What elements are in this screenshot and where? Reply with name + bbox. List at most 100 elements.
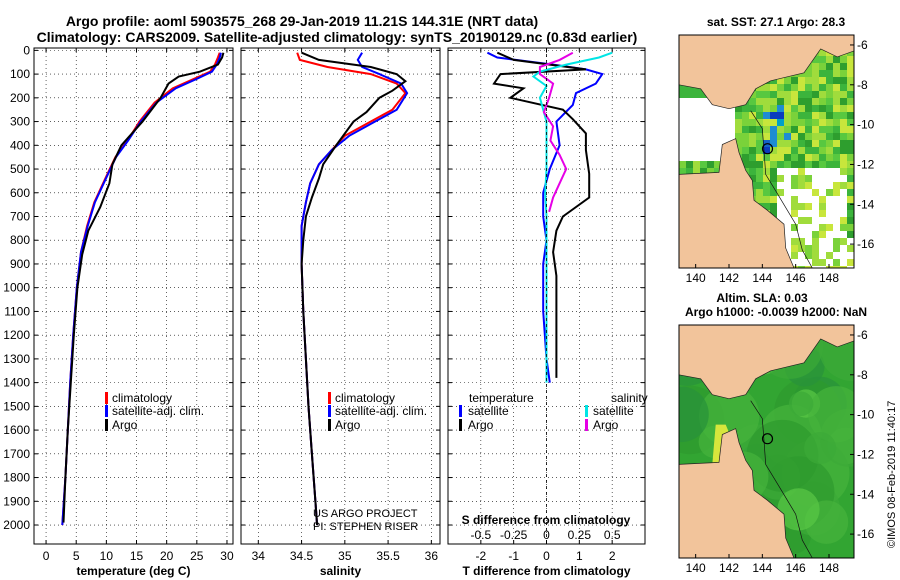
- sst-cell: [805, 70, 812, 77]
- series-salinity-argo: [538, 51, 574, 213]
- depth-tick-label: 1700: [3, 447, 30, 461]
- sst-cell: [847, 126, 854, 133]
- sst-cell: [791, 224, 798, 231]
- sst-cell: [819, 140, 826, 147]
- sst-cell: [770, 112, 777, 119]
- sst-cell: [784, 140, 791, 147]
- sst-cell: [819, 98, 826, 105]
- sst-cell: [812, 105, 819, 112]
- sst-cell: [833, 70, 840, 77]
- legend-t-argo-swatch: [459, 419, 462, 431]
- sst-cell: [840, 98, 847, 105]
- x-tick-label: 35: [338, 549, 352, 563]
- legend-sal-argo-swatch: [328, 419, 331, 431]
- sst-cell: [791, 140, 798, 147]
- legend-s-satellite-swatch: [585, 405, 588, 417]
- x-tick-label: -2: [475, 549, 486, 563]
- sst-cell: [791, 252, 798, 259]
- sst-cell: [840, 154, 847, 161]
- sst-cell: [763, 189, 770, 196]
- sst-cell: [840, 140, 847, 147]
- lat-tick-label: -14: [857, 197, 875, 211]
- depth-tick-label: 1300: [3, 352, 30, 366]
- legend-sal-argo-label: Argo: [335, 418, 361, 432]
- x-tick-label: 1: [576, 549, 583, 563]
- sst-cell: [847, 147, 854, 154]
- sst-cell: [819, 84, 826, 91]
- x-tick-label: 36: [425, 549, 439, 563]
- sst-cell: [805, 161, 812, 168]
- sst-cell: [805, 266, 812, 268]
- sst-cell: [777, 105, 784, 112]
- sst-cell: [805, 133, 812, 140]
- lat-tick-label: -8: [857, 78, 868, 92]
- s-difference-ticks: -0.5 -0.25 0 0.25 0.5: [470, 528, 620, 542]
- x-tick-label: 2: [609, 549, 616, 563]
- sst-cell: [700, 91, 707, 98]
- sst-cell: [847, 196, 854, 203]
- sst-cell: [777, 133, 784, 140]
- sst-cell: [826, 56, 833, 63]
- sst-cell: [735, 140, 742, 147]
- sst-cell: [798, 161, 805, 168]
- depth-tick-label: 2000: [3, 518, 30, 532]
- legend-argo-swatch: [105, 419, 108, 431]
- x-tick-label: 10: [100, 549, 114, 563]
- depth-tick-label: 1400: [3, 376, 30, 390]
- sst-cell: [833, 133, 840, 140]
- sst-cell: [749, 140, 756, 147]
- sst-cell: [756, 84, 763, 91]
- land-new-guinea: [679, 325, 854, 400]
- sst-cell: [770, 77, 777, 84]
- sst-cell: [840, 147, 847, 154]
- sst-cell: [756, 168, 763, 175]
- sst-cell: [819, 77, 826, 84]
- legend-salinity-panel: climatology satellite-adj. clim. Argo: [328, 391, 427, 432]
- sst-cell: [840, 112, 847, 119]
- sst-cell: [819, 63, 826, 70]
- sst-cell: [798, 147, 805, 154]
- sst-cell: [805, 175, 812, 182]
- sst-cell: [756, 147, 763, 154]
- lon-tick-label: 148: [819, 271, 839, 285]
- sst-cell: [812, 112, 819, 119]
- sst-cell: [826, 119, 833, 126]
- sst-cell: [749, 154, 756, 161]
- sst-cell: [791, 245, 798, 252]
- sst-cell: [819, 154, 826, 161]
- sst-cell: [798, 133, 805, 140]
- depth-tick-label: 900: [10, 257, 30, 271]
- legend-climatology-swatch: [105, 392, 108, 404]
- sst-cell: [826, 140, 833, 147]
- lat-tick-label: -10: [857, 118, 875, 132]
- lon-tick-label: 148: [819, 561, 839, 575]
- sst-cell: [833, 84, 840, 91]
- sst-cell: [763, 126, 770, 133]
- lon-tick-label: 140: [686, 271, 706, 285]
- sst-cell: [826, 112, 833, 119]
- sst-cell: [826, 105, 833, 112]
- sst-cell: [784, 105, 791, 112]
- sst-cell: [756, 98, 763, 105]
- sst-cell: [700, 161, 707, 168]
- sst-cell: [791, 91, 798, 98]
- sla-blob: [699, 385, 760, 447]
- sst-cell: [833, 140, 840, 147]
- sst-cell: [749, 112, 756, 119]
- legend-sal-climatology-swatch: [328, 392, 331, 404]
- sst-cell: [791, 210, 798, 217]
- argo-location-marker: [761, 433, 774, 445]
- sst-cell: [756, 182, 763, 189]
- sst-cell: [833, 91, 840, 98]
- sst-cell: [812, 154, 819, 161]
- project-name: US ARGO PROJECT: [313, 508, 418, 520]
- sst-cell: [847, 217, 854, 224]
- sst-cell: [742, 126, 749, 133]
- legend-satellite-swatch: [105, 405, 108, 417]
- sst-cell: [819, 49, 826, 56]
- depth-tick-label: 800: [10, 233, 30, 247]
- sst-cell: [784, 91, 791, 98]
- sst-cell: [819, 105, 826, 112]
- legend-t-satellite-swatch: [459, 405, 462, 417]
- sst-cell: [777, 147, 784, 154]
